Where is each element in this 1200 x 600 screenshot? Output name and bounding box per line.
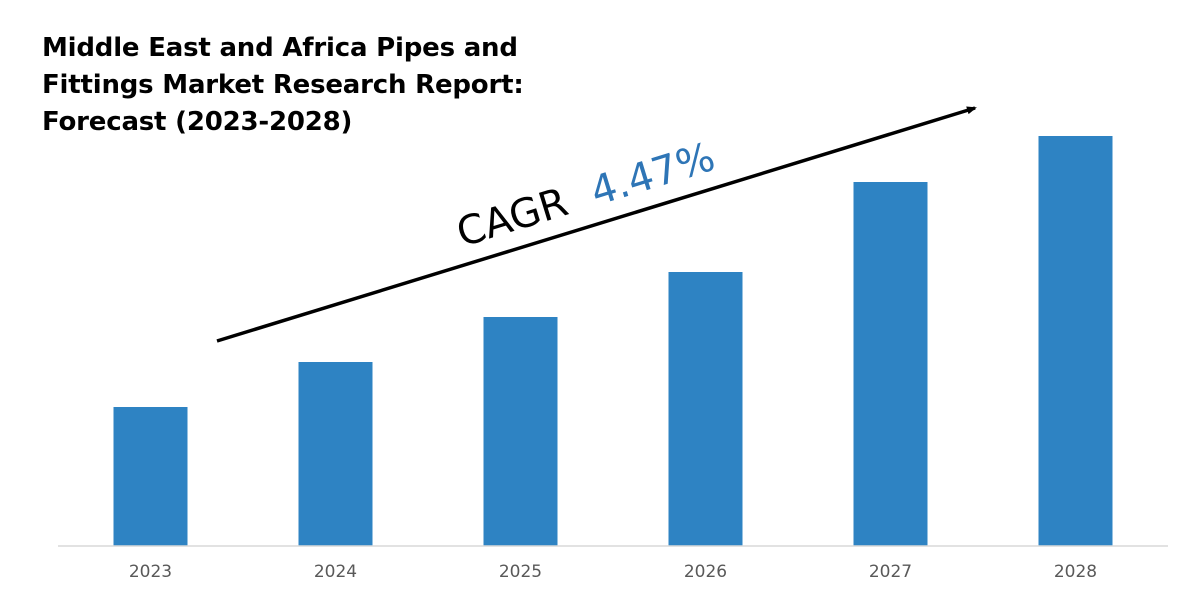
bar-2026 (668, 272, 743, 546)
bar-2024 (298, 362, 373, 546)
x-tick-label-2026: 2026 (684, 562, 727, 582)
chart-title: Middle East and Africa Pipes and Fitting… (42, 33, 524, 137)
cagr-value: 4.47% (585, 134, 720, 215)
bar-2023 (113, 407, 188, 546)
x-tick-label-2027: 2027 (869, 562, 912, 582)
x-tick-label-2025: 2025 (499, 562, 542, 582)
bar-2027 (853, 182, 928, 546)
bars-group (113, 136, 1113, 546)
x-tick-label-2023: 2023 (129, 562, 172, 582)
cagr-label: CAGR (451, 179, 573, 256)
bar-2025 (483, 317, 558, 546)
bar-2028 (1038, 136, 1113, 546)
x-tick-label-2024: 2024 (314, 562, 357, 582)
cagr-annotation: CAGR 4.47% (451, 134, 720, 257)
cagr-arrow (216, 106, 977, 343)
x-tick-label-2028: 2028 (1054, 562, 1097, 582)
x-tick-labels: 2023 2024 2025 2026 2027 2028 (129, 562, 1097, 582)
